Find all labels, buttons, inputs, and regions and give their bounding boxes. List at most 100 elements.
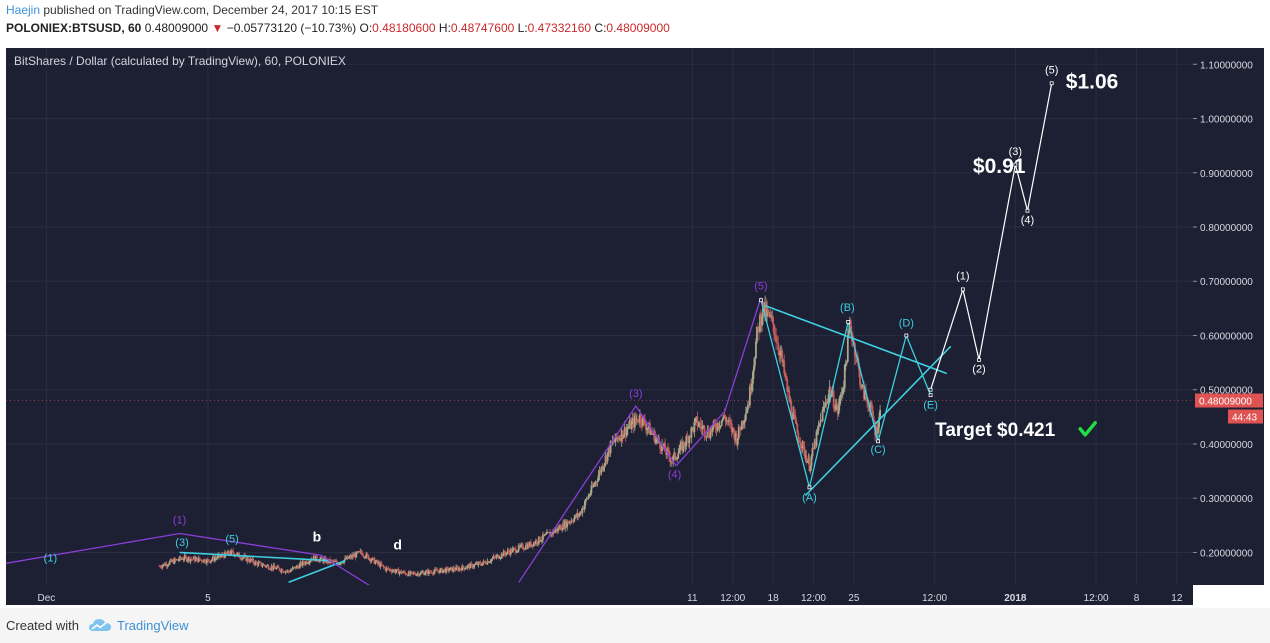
candle-body — [287, 570, 290, 572]
candle-body — [639, 414, 642, 423]
candle-body — [320, 557, 322, 560]
candle-body — [727, 419, 730, 422]
candle-body — [456, 566, 459, 568]
candle-body — [570, 520, 573, 523]
wave-label: (1) — [956, 271, 969, 283]
candle-body — [759, 315, 761, 333]
candle-body — [250, 558, 253, 561]
candle-body — [568, 522, 571, 524]
candle-body — [520, 544, 523, 546]
candle-body — [331, 560, 333, 562]
candle-body — [285, 571, 288, 572]
x-tick-label: 25 — [848, 593, 860, 604]
candle-body — [419, 572, 422, 575]
candle-body — [697, 425, 700, 427]
candle-body — [312, 555, 315, 560]
candle-body — [416, 573, 419, 575]
candle-body — [521, 544, 524, 550]
candle-body — [696, 416, 699, 427]
candle-body — [704, 435, 707, 437]
wave-label: (2) — [972, 363, 985, 375]
price-chart[interactable]: (1) (1) (3) (5) b d (3) (4) (5) (B) (A) (C) (D) (E) (1… — [0, 43, 1270, 607]
candle-body — [179, 556, 182, 559]
candle-body — [443, 569, 445, 571]
author-link[interactable]: Haejin — [6, 3, 41, 17]
candle-body — [572, 521, 575, 523]
candle-body — [395, 569, 398, 572]
candle-body — [617, 437, 620, 440]
candle-body — [579, 511, 582, 515]
candle-body — [189, 559, 192, 562]
candle-body — [861, 385, 863, 387]
candle-body — [241, 557, 244, 560]
tradingview-brand-link[interactable]: TradingView — [117, 618, 189, 633]
candle-body — [817, 425, 820, 431]
candle-body — [410, 571, 413, 573]
candle-body — [807, 458, 810, 462]
open-value: 0.48180600 — [372, 21, 436, 35]
candle-body — [406, 574, 409, 577]
y-tick-label: 1.10000000 — [1200, 60, 1253, 71]
candle-body — [624, 427, 627, 436]
candle-body — [365, 553, 368, 558]
candle-body — [783, 360, 786, 374]
candle-body — [273, 565, 276, 568]
wave-label: (B) — [840, 302, 855, 314]
candle-body — [441, 568, 443, 573]
candle-body — [451, 567, 454, 572]
candle-body — [257, 562, 260, 566]
tradingview-cloud-icon[interactable] — [88, 617, 112, 633]
candle-body — [542, 534, 544, 540]
candle-body — [361, 552, 364, 556]
price-axis[interactable] — [1193, 48, 1264, 585]
candle-body — [766, 309, 768, 317]
close-value: 0.48009000 — [606, 21, 670, 35]
candle-body — [674, 452, 677, 459]
candle-body — [177, 560, 180, 561]
candle-body — [728, 419, 731, 423]
candle-body — [275, 567, 278, 570]
candle-body — [379, 563, 382, 567]
candle-body — [519, 545, 522, 547]
candle-body — [512, 548, 515, 549]
candle-body — [428, 570, 430, 575]
wave-label: (C) — [870, 444, 885, 456]
candle-body — [746, 404, 749, 411]
candle-body — [872, 410, 874, 420]
wave-label: (D) — [899, 317, 914, 329]
candle-body — [173, 558, 176, 564]
y-tick-label: 0.20000000 — [1200, 548, 1253, 559]
candle-body — [794, 414, 797, 421]
candle-body — [769, 314, 771, 317]
candle-body — [477, 561, 480, 566]
candle-body — [621, 430, 624, 439]
candle-body — [525, 545, 528, 549]
candle-body — [346, 556, 349, 560]
projection-wave-path — [930, 83, 1053, 390]
candle-body — [790, 401, 793, 414]
candle-body — [554, 530, 556, 533]
candle-body — [537, 543, 539, 544]
candle-body — [201, 561, 204, 563]
candle-body — [646, 428, 648, 430]
candle-body — [532, 542, 535, 547]
candle-body — [459, 568, 462, 570]
candle-body — [546, 531, 548, 534]
candle-body — [430, 572, 432, 573]
candle-body — [670, 461, 673, 463]
candle-body — [159, 566, 162, 568]
candle-body — [702, 426, 705, 427]
plot-area[interactable] — [6, 48, 1193, 585]
candle-body — [162, 563, 165, 566]
candle-body — [161, 565, 164, 568]
time-axis[interactable] — [6, 585, 1193, 605]
candle-body — [846, 335, 849, 362]
candle-body — [276, 566, 279, 568]
candle-body — [544, 534, 546, 536]
candle-body — [349, 555, 352, 558]
candle-body — [299, 562, 302, 565]
candle-body — [214, 558, 216, 561]
candle-body — [298, 564, 301, 569]
candle-body — [180, 558, 183, 560]
candle-body — [672, 455, 675, 462]
